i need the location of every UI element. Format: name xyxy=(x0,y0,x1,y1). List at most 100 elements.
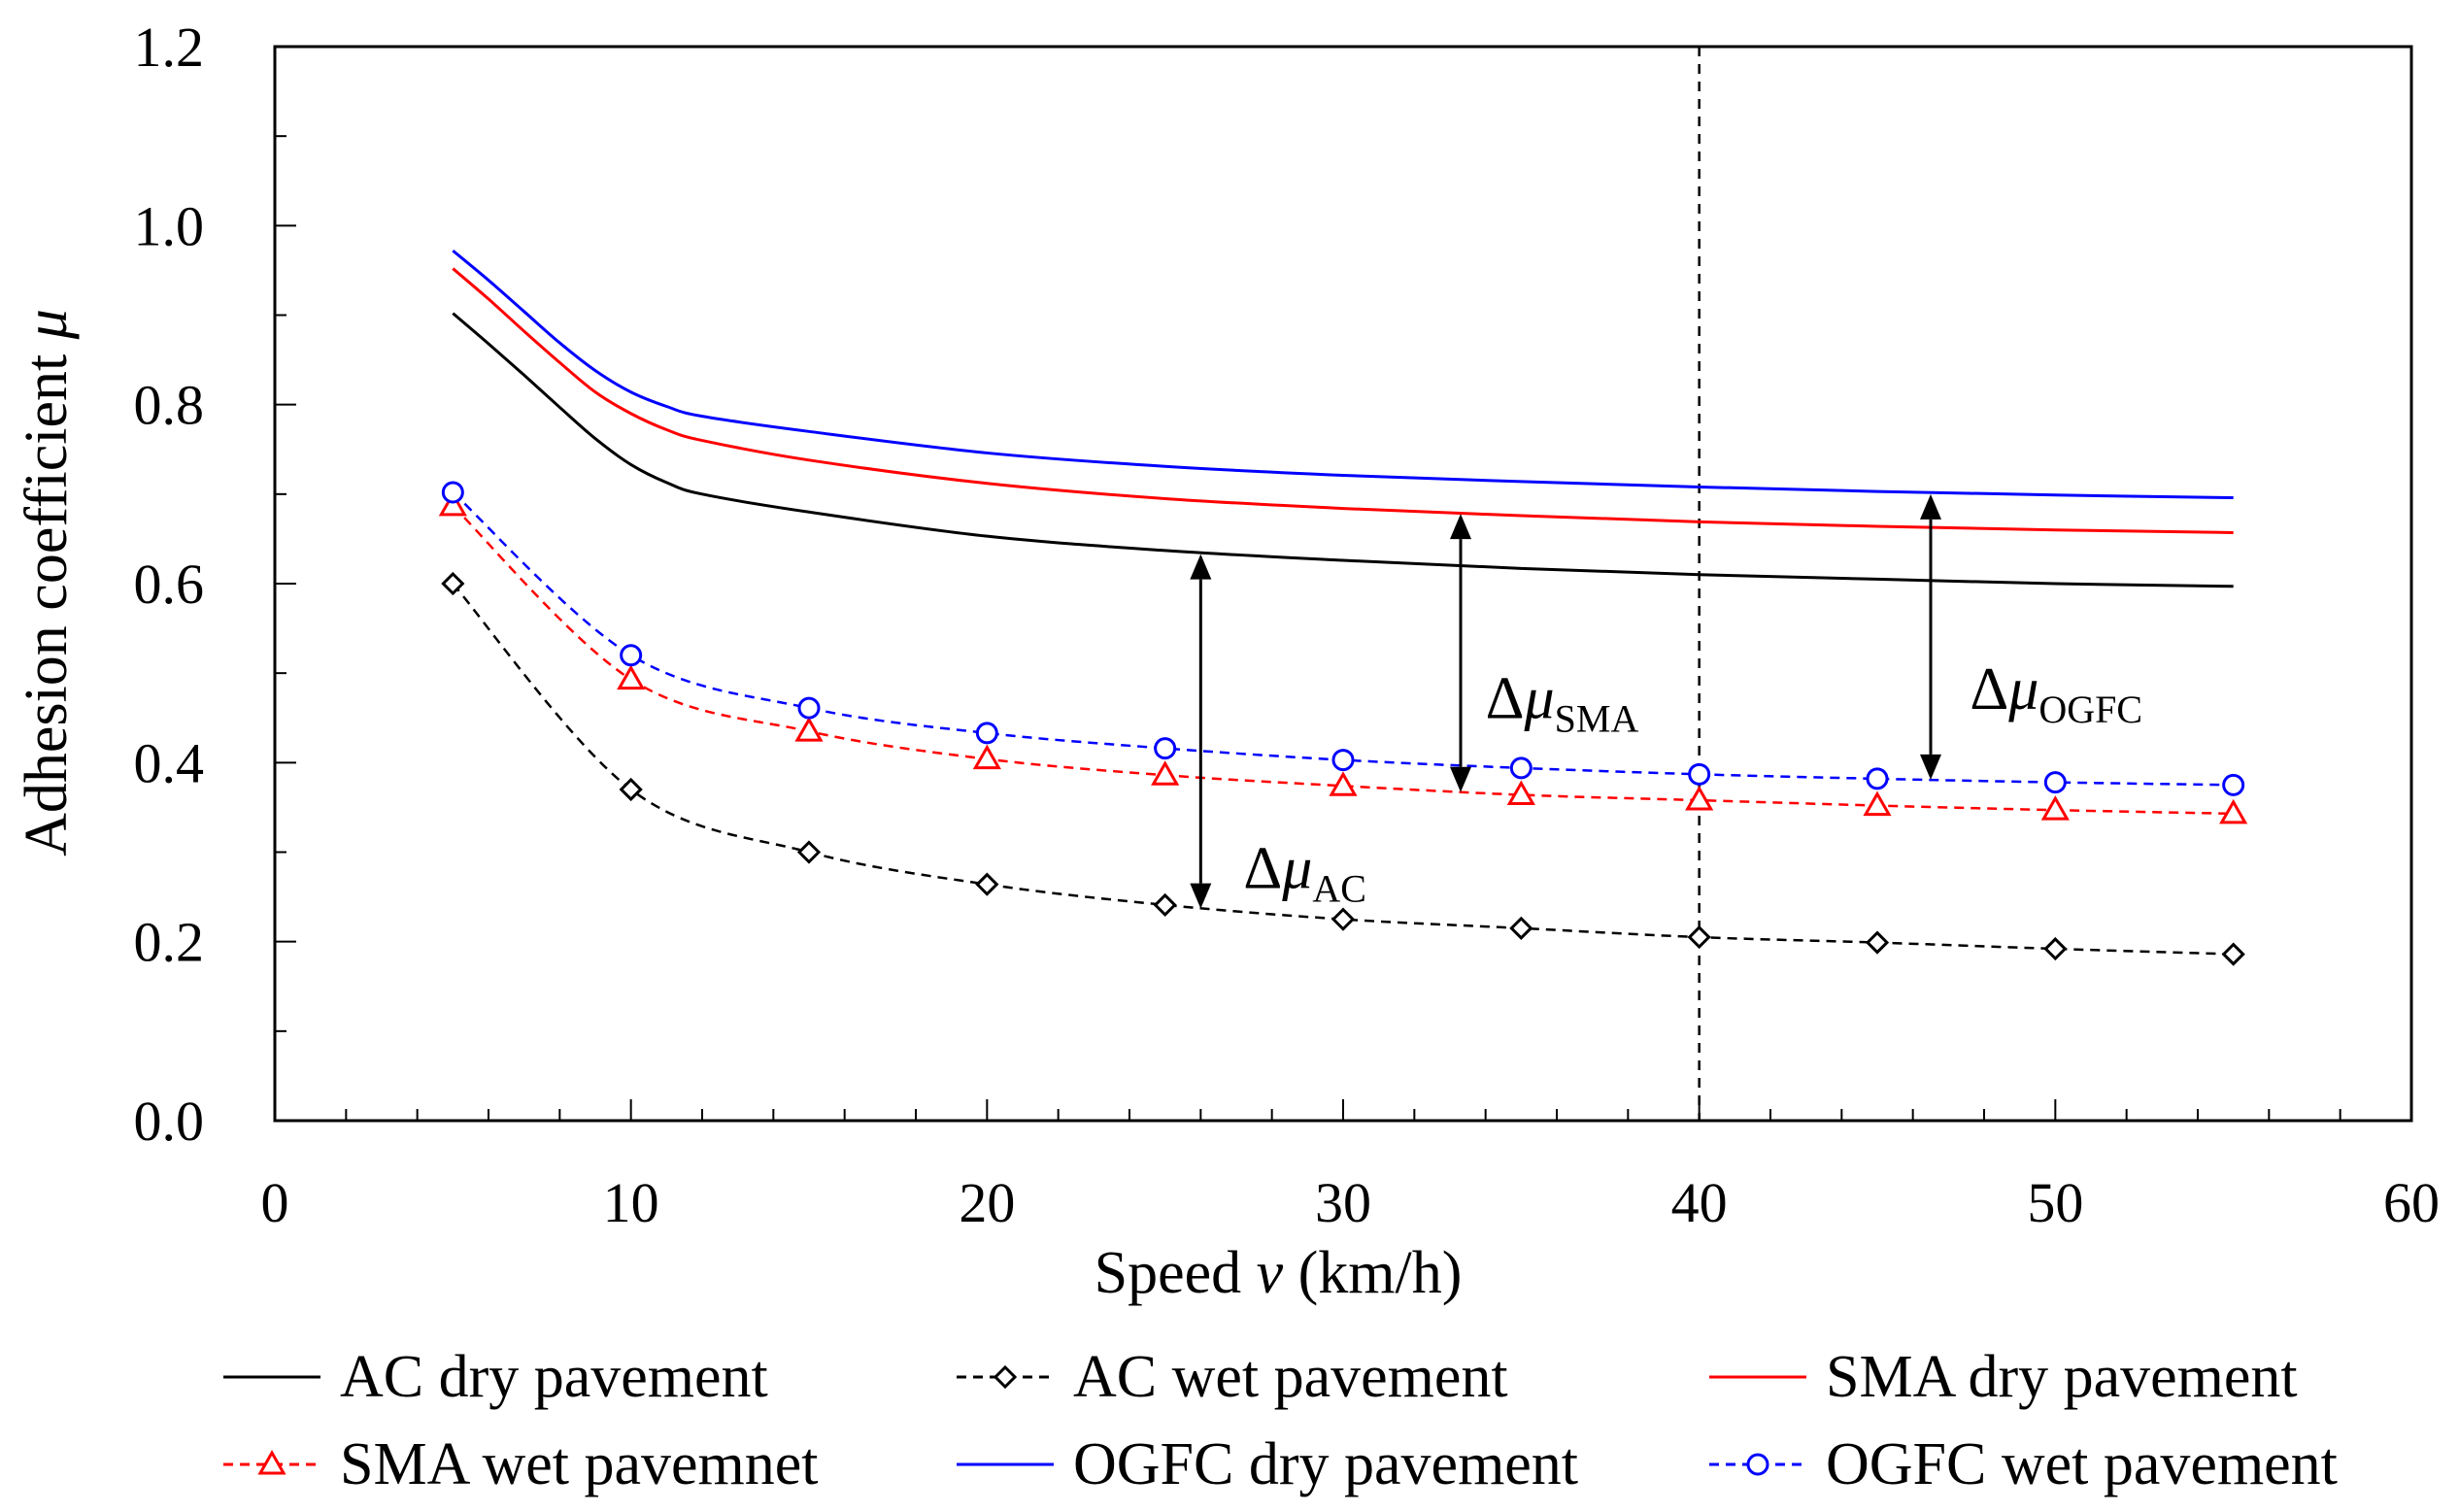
annotation-delta-mu-ac: ΔμAC xyxy=(1190,554,1366,910)
legend-item-sma-dry-pavement: SMA dry pavement xyxy=(1709,1344,2298,1410)
y-axis-title: Adhesion coefficient μ xyxy=(14,309,80,857)
series-line-ac-dry-pavement xyxy=(452,312,2234,588)
x-tick-label: 30 xyxy=(1315,1171,1371,1234)
y-tick-label: 1.0 xyxy=(134,194,205,257)
annotation-label-delta-mu-sma: ΔμSMA xyxy=(1486,665,1639,740)
arrow-head-bottom xyxy=(1920,754,1941,780)
delta-symbol: Δ xyxy=(1243,835,1282,901)
legend-label: SMA wet pavemnet xyxy=(340,1431,819,1497)
y-tick-label: 0.6 xyxy=(134,553,205,616)
legend-item-sma-wet-pavemnet: SMA wet pavemnet xyxy=(223,1431,819,1497)
data-point-ogfc-wet-pavement xyxy=(1509,756,1533,780)
data-point-ac-wet-pavement xyxy=(1687,924,1711,950)
annotation-label-delta-mu-ac: ΔμAC xyxy=(1243,835,1366,910)
legend: AC dry pavement AC wet pavement SMA dry pa… xyxy=(223,1344,2338,1497)
data-point-ogfc-wet-pavement xyxy=(1154,737,1177,760)
data-point-ac-wet-pavement xyxy=(1865,930,1890,955)
series-sma-wet-pavemnet xyxy=(438,490,2248,824)
arrow-head-top xyxy=(1190,554,1212,580)
data-point-sma-wet-pavemnet xyxy=(1329,771,1358,796)
legend-swatch-marker xyxy=(257,1449,286,1475)
data-point-ogfc-wet-pavement xyxy=(2222,773,2245,796)
data-point-ogfc-wet-pavement xyxy=(620,644,643,667)
data-point-ac-wet-pavement xyxy=(2221,942,2245,966)
mu-symbol: μ xyxy=(2007,656,2038,722)
arrow-head-top xyxy=(1920,493,1941,520)
series-ac-wet-pavement xyxy=(441,571,2245,966)
series-line-sma-wet-pavemnet xyxy=(452,504,2234,816)
data-point-ac-wet-pavement xyxy=(2043,936,2068,961)
delta-symbol: Δ xyxy=(1486,665,1525,731)
arrow-head-bottom xyxy=(1190,883,1212,909)
data-point-sma-wet-pavemnet xyxy=(1685,786,1714,811)
annotation-label-delta-mu-ogfc: ΔμOGFC xyxy=(1970,656,2142,731)
data-point-ogfc-wet-pavement xyxy=(441,481,464,504)
series-line-sma-dry-pavement xyxy=(452,267,2234,534)
y-tick-label: 0.4 xyxy=(134,731,205,794)
data-point-ac-wet-pavement xyxy=(441,571,465,596)
annotation-delta-mu-sma: ΔμSMA xyxy=(1450,514,1638,792)
legend-label: OGFC dry pavement xyxy=(1073,1431,1578,1497)
data-point-ogfc-wet-pavement xyxy=(2043,771,2067,794)
legend-label: AC dry pavement xyxy=(340,1344,768,1410)
legend-label: AC wet pavement xyxy=(1073,1344,1508,1410)
data-point-sma-wet-pavemnet xyxy=(794,717,824,742)
data-point-ogfc-wet-pavement xyxy=(1331,749,1355,772)
legend-item-ac-dry-pavement: AC dry pavement xyxy=(223,1344,768,1410)
data-point-sma-wet-pavemnet xyxy=(1863,790,1892,817)
series-ogfc-wet-pavement xyxy=(441,481,2245,796)
mu-symbol: μ xyxy=(1281,835,1312,901)
delta-symbol: Δ xyxy=(1970,656,2008,722)
x-tick-label: 40 xyxy=(1671,1171,1728,1234)
series-line-ac-wet-pavement xyxy=(452,583,2234,956)
data-point-sma-wet-pavemnet xyxy=(617,664,646,690)
legend-label: OGFC wet pavement xyxy=(1826,1431,2338,1497)
data-point-ogfc-wet-pavement xyxy=(1688,762,1711,786)
subscript: SMA xyxy=(1555,696,1639,740)
subscript: OGFC xyxy=(2038,688,2142,731)
legend-item-ogfc-dry-pavement: OGFC dry pavement xyxy=(957,1431,1578,1497)
data-point-ac-wet-pavement xyxy=(975,872,999,896)
y-tick-label: 1.2 xyxy=(134,16,205,79)
series-line-ogfc-wet-pavement xyxy=(452,491,2234,787)
axis-ticks: 0 10 20 30 40 50 60 0.0 0.2 0.4 0.6 0.8 1.0 1.2 xyxy=(134,16,2441,1234)
legend-item-ogfc-wet-pavement: OGFC wet pavement xyxy=(1709,1431,2338,1497)
data-point-ac-wet-pavement xyxy=(1331,907,1356,931)
legend-swatch-marker xyxy=(993,1364,1018,1390)
subscript: AC xyxy=(1312,866,1366,910)
data-point-sma-wet-pavemnet xyxy=(1506,780,1535,806)
data-point-ogfc-wet-pavement xyxy=(797,696,821,720)
series-layer xyxy=(438,249,2248,966)
data-point-sma-wet-pavemnet xyxy=(438,490,467,517)
arrow-head-bottom xyxy=(1450,766,1471,792)
data-point-ogfc-wet-pavement xyxy=(975,722,998,745)
mu-symbol: μ xyxy=(1524,665,1555,731)
annotation-delta-mu-ogfc: ΔμOGFC xyxy=(1920,493,2142,780)
data-point-ac-wet-pavement xyxy=(1509,916,1533,940)
data-point-ogfc-wet-pavement xyxy=(1866,767,1889,790)
x-tick-label: 10 xyxy=(603,1171,659,1234)
series-ac-dry-pavement xyxy=(452,312,2234,588)
arrow-head-top xyxy=(1450,514,1471,540)
data-point-sma-wet-pavemnet xyxy=(2040,795,2070,821)
data-point-sma-wet-pavemnet xyxy=(1151,760,1180,786)
legend-swatch-marker xyxy=(1746,1453,1769,1476)
legend-item-ac-wet-pavement: AC wet pavement xyxy=(957,1344,1508,1410)
y-tick-label: 0.2 xyxy=(134,911,205,974)
data-point-sma-wet-pavemnet xyxy=(972,744,1001,770)
y-tick-label: 0.8 xyxy=(134,374,205,437)
data-point-sma-wet-pavemnet xyxy=(2219,798,2248,824)
data-point-ac-wet-pavement xyxy=(796,840,822,864)
x-axis-title: Speed v (km/h) xyxy=(1095,1240,1463,1306)
x-tick-label: 0 xyxy=(261,1171,289,1234)
x-tick-label: 20 xyxy=(959,1171,1015,1234)
x-tick-label: 50 xyxy=(2027,1171,2083,1234)
series-sma-dry-pavement xyxy=(452,267,2234,534)
legend-label: SMA dry pavement xyxy=(1826,1344,2298,1410)
x-tick-label: 60 xyxy=(2383,1171,2440,1234)
data-point-ac-wet-pavement xyxy=(1153,892,1177,917)
data-point-ac-wet-pavement xyxy=(619,777,643,802)
series-ogfc-dry-pavement xyxy=(452,249,2234,500)
